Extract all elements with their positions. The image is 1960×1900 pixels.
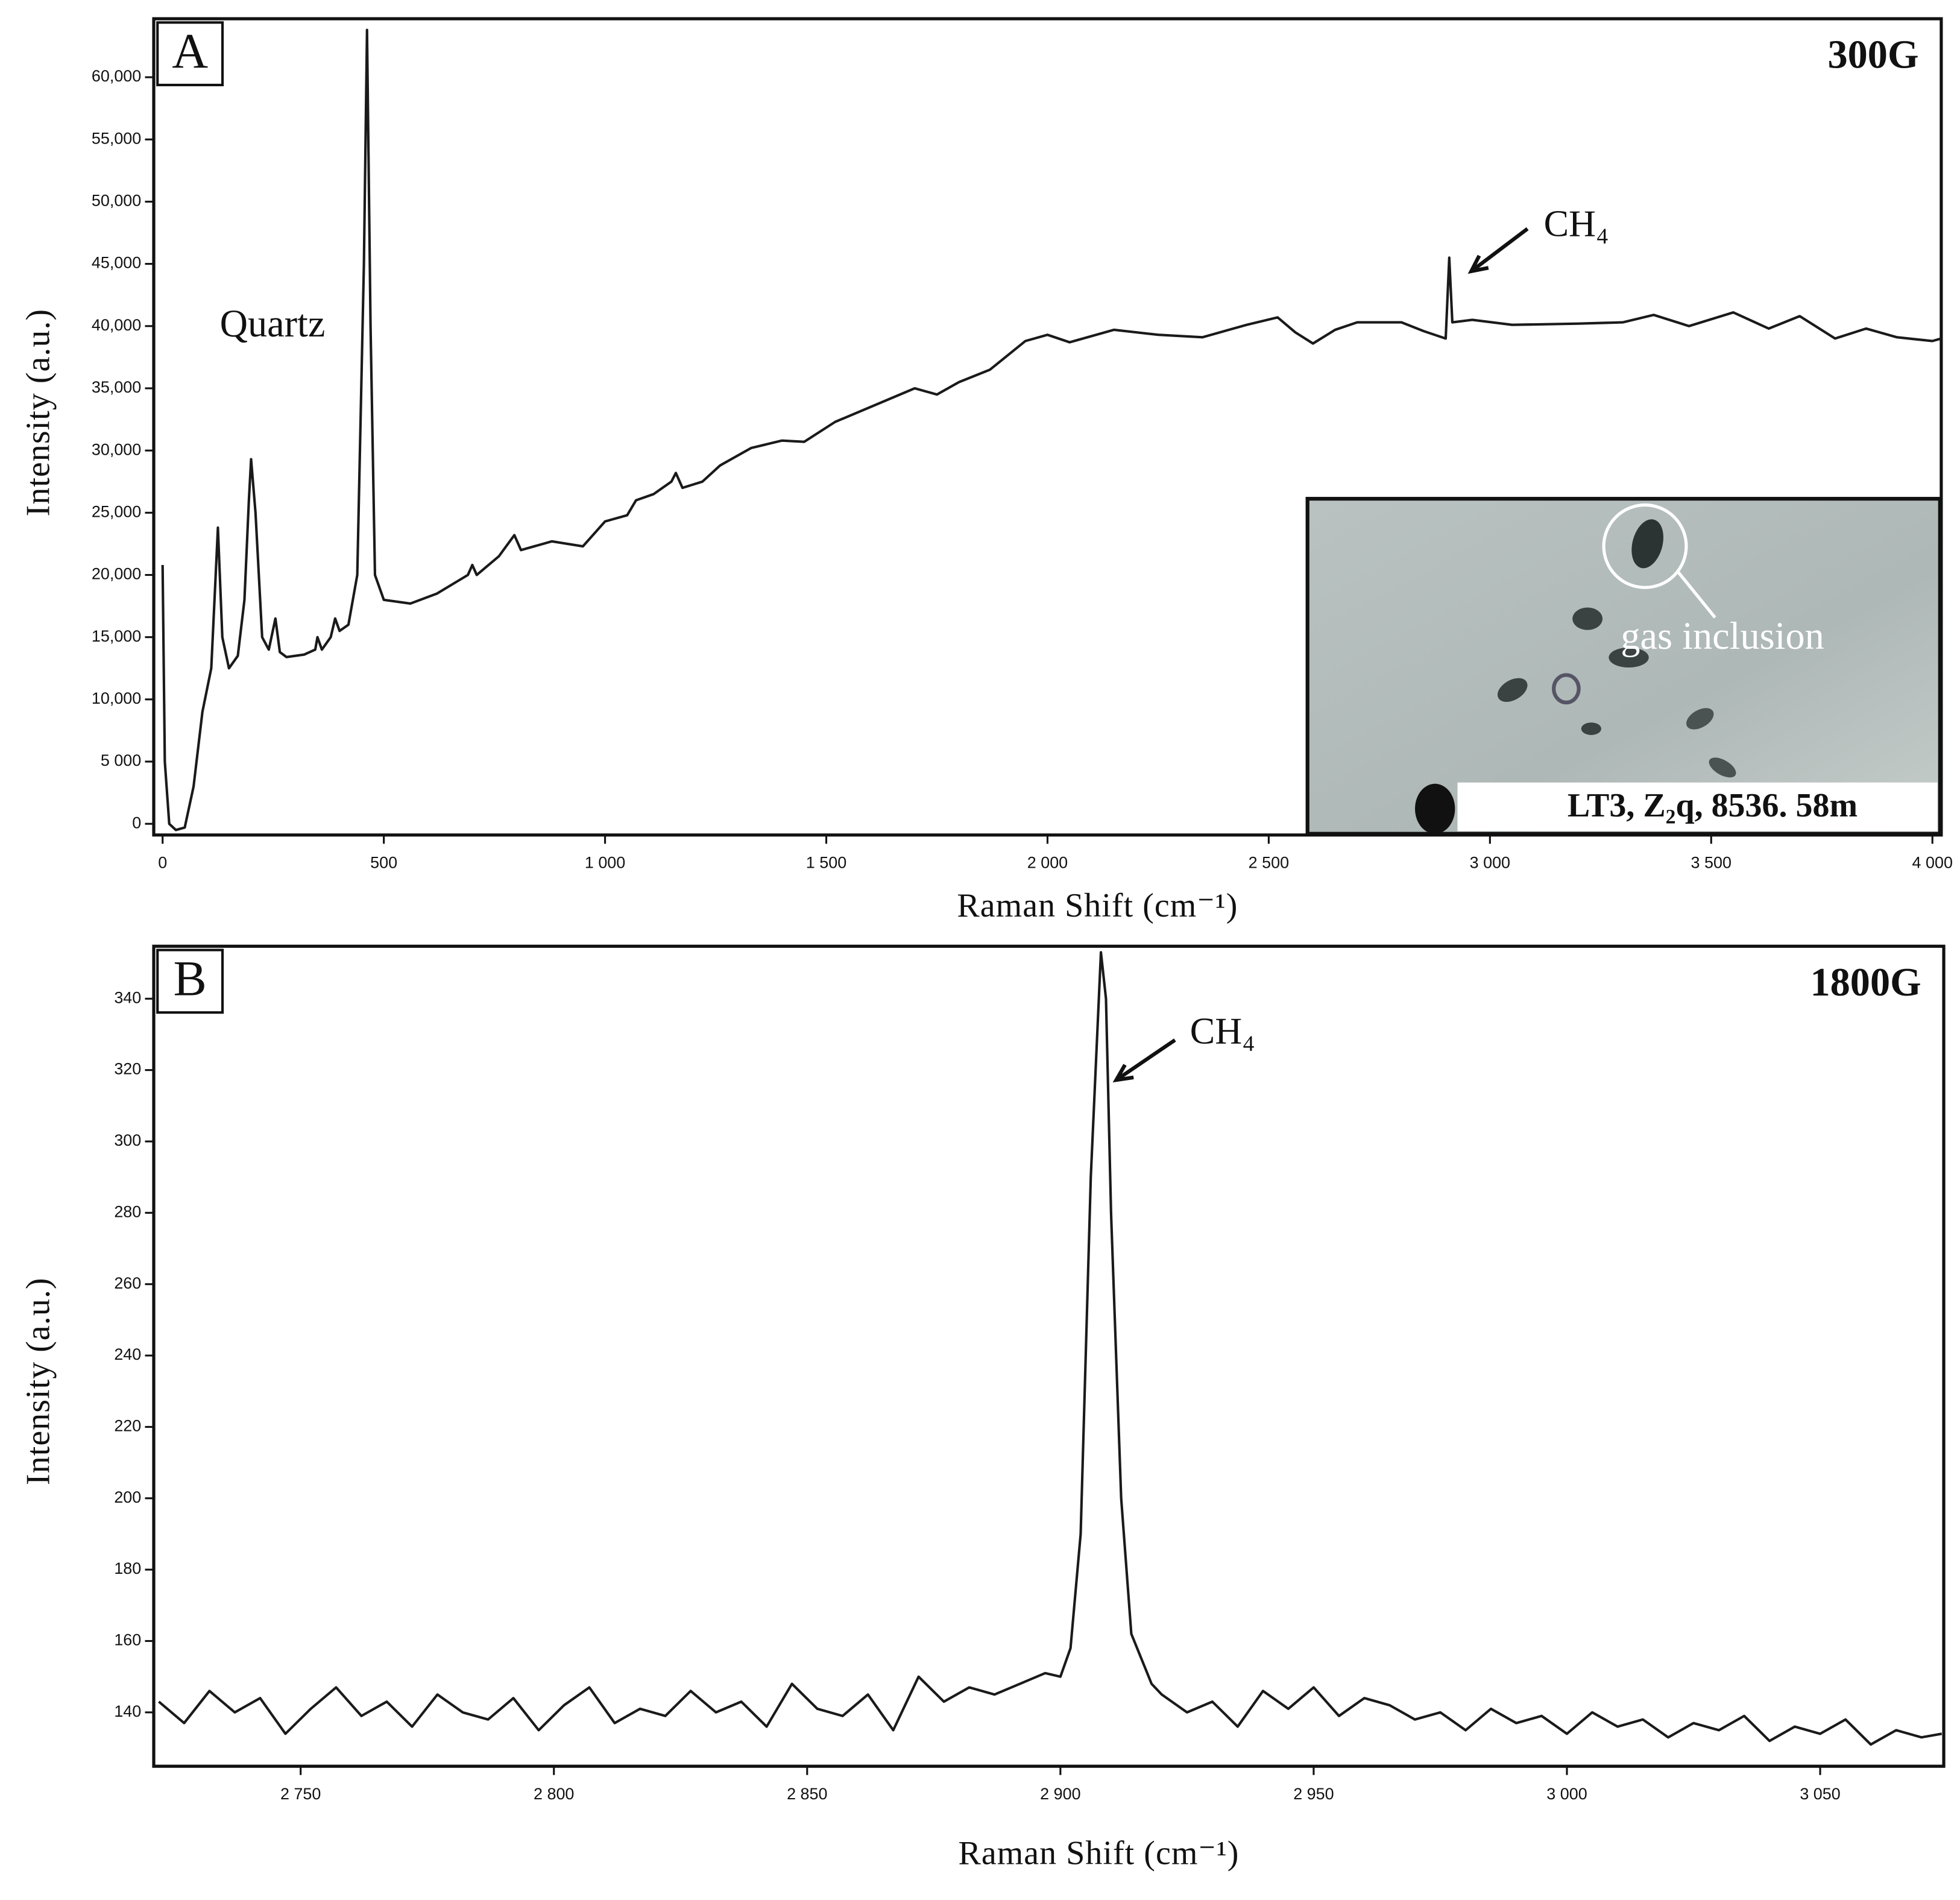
dark-grain bbox=[1415, 783, 1455, 834]
inclusion bbox=[1581, 722, 1601, 735]
spectrum-line bbox=[158, 951, 1943, 1746]
y-tick-label: 45,000 bbox=[92, 254, 141, 272]
y-tick-label: 300 bbox=[114, 1131, 141, 1149]
y-tick-label: 220 bbox=[114, 1417, 141, 1435]
y-tick-label: 180 bbox=[114, 1559, 141, 1577]
spectrum-line bbox=[161, 28, 1942, 832]
inclusion bbox=[1709, 757, 1736, 778]
x-tick-label: 3 000 bbox=[1470, 854, 1510, 872]
arrow-head bbox=[1112, 1064, 1134, 1083]
x-tick-label: 2 800 bbox=[534, 1785, 574, 1803]
y-tick-label: 160 bbox=[114, 1631, 141, 1649]
grating-label: 1800G bbox=[1810, 961, 1921, 1005]
y-tick-label: 30,000 bbox=[92, 440, 141, 458]
x-tick-label: 2 500 bbox=[1249, 854, 1289, 872]
sample-label-box bbox=[1457, 782, 1938, 832]
annotation: Quartz bbox=[220, 302, 326, 345]
inset-photo: gas inclusion LT3, Z₂q, 8536. 58m bbox=[1305, 497, 1942, 836]
y-tick-label: 10,000 bbox=[92, 689, 141, 707]
inset-label: gas inclusion bbox=[1621, 614, 1824, 657]
y-tick-label: 25,000 bbox=[92, 502, 141, 520]
y-tick-label: 60,000 bbox=[92, 67, 141, 85]
y-tick-label: 260 bbox=[114, 1274, 141, 1292]
x-tick-label: 3 000 bbox=[1546, 1785, 1587, 1803]
panel-label: B bbox=[173, 951, 206, 1006]
sample-label: LT3, Z₂q, 8536. 58m bbox=[1568, 787, 1858, 824]
y-tick-label: 15,000 bbox=[92, 627, 141, 645]
y-tick-label: 20,000 bbox=[92, 565, 141, 583]
inclusion bbox=[1631, 519, 1663, 569]
x-tick-label: 2 750 bbox=[280, 1785, 321, 1803]
y-tick-label: 240 bbox=[114, 1345, 141, 1363]
inclusion bbox=[1609, 647, 1649, 668]
y-tick-label: 320 bbox=[114, 1060, 141, 1078]
x-axis-label: Raman Shift (cm⁻¹) bbox=[957, 887, 1238, 924]
x-tick-label: 1 500 bbox=[806, 854, 846, 872]
y-tick-label: 340 bbox=[114, 988, 141, 1006]
inclusion bbox=[1686, 708, 1714, 730]
annotation: CH₄ bbox=[1544, 204, 1609, 245]
plot-frame bbox=[152, 944, 1946, 1768]
annotation-arrow bbox=[1115, 1038, 1176, 1082]
y-tick-label: 5 000 bbox=[101, 751, 141, 769]
y-tick-label: 35,000 bbox=[92, 378, 141, 396]
x-tick-label: 3 500 bbox=[1691, 854, 1732, 872]
inclusion bbox=[1552, 673, 1581, 705]
x-tick-label: 3 050 bbox=[1800, 1785, 1840, 1803]
panel-label-box bbox=[156, 21, 224, 87]
y-tick-label: 200 bbox=[114, 1488, 141, 1506]
leader-line bbox=[1676, 570, 1716, 619]
y-tick-label: 140 bbox=[114, 1702, 141, 1720]
x-tick-label: 2 950 bbox=[1293, 1785, 1334, 1803]
inclusion bbox=[1497, 678, 1528, 702]
x-tick-label: 1 000 bbox=[585, 854, 625, 872]
y-axis-label: Intensity (a.u.) bbox=[19, 309, 57, 517]
y-axis-label: Intensity (a.u.) bbox=[19, 1277, 57, 1485]
y-tick-label: 40,000 bbox=[92, 316, 141, 334]
grating-label: 300G bbox=[1827, 33, 1918, 77]
x-tick-label: 2 900 bbox=[1040, 1785, 1080, 1803]
y-tick-label: 50,000 bbox=[92, 192, 141, 210]
highlight-circle bbox=[1602, 503, 1688, 589]
y-tick-label: 0 bbox=[132, 813, 141, 832]
x-tick-label: 2 850 bbox=[787, 1785, 827, 1803]
y-tick-label: 280 bbox=[114, 1202, 141, 1220]
x-axis-label: Raman Shift (cm⁻¹) bbox=[958, 1834, 1239, 1872]
arrow-head bbox=[1467, 254, 1489, 274]
inclusion bbox=[1572, 607, 1603, 630]
panel-label-box bbox=[156, 948, 224, 1014]
annotation-arrow bbox=[1470, 227, 1529, 273]
annotation: CH₄ bbox=[1190, 1011, 1255, 1052]
x-tick-label: 2 000 bbox=[1027, 854, 1068, 872]
x-tick-label: 0 bbox=[158, 854, 167, 872]
panel-label: A bbox=[172, 23, 208, 78]
x-tick-label: 4 000 bbox=[1912, 854, 1953, 872]
x-tick-label: 500 bbox=[370, 854, 397, 872]
y-tick-label: 55,000 bbox=[92, 129, 141, 147]
